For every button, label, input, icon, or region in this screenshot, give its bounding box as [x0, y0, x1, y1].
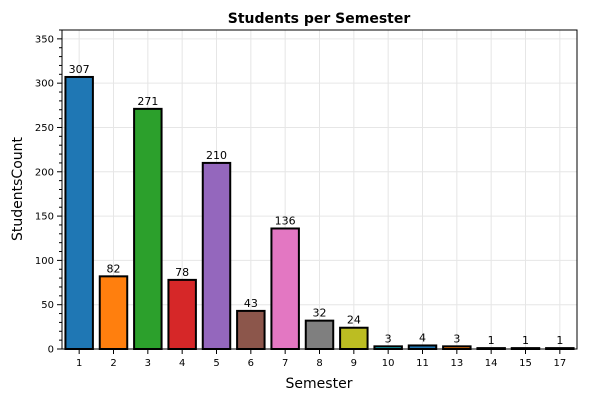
y-tick-label: 50	[41, 300, 54, 311]
x-tick-label-7: 7	[282, 358, 288, 369]
x-tick-label-10: 10	[382, 358, 395, 369]
data-label-15: 1	[522, 334, 529, 347]
data-label-10: 3	[385, 332, 392, 345]
y-tick-label: 0	[48, 345, 54, 356]
data-label-6: 43	[244, 297, 258, 310]
bar-2	[98, 275, 129, 351]
y-tick-label: 200	[35, 167, 54, 178]
x-tick-label-6: 6	[248, 358, 254, 369]
x-axis-label: Semester	[286, 376, 353, 392]
y-tick-label: 100	[35, 256, 54, 267]
x-tick-label-5: 5	[213, 358, 219, 369]
x-tick-label-9: 9	[351, 358, 357, 369]
x-tick-label-8: 8	[316, 358, 322, 369]
x-tick-label-17: 17	[553, 358, 566, 369]
x-tick-label-13: 13	[450, 358, 463, 369]
x-tick-label-3: 3	[145, 358, 151, 369]
grid	[62, 30, 577, 350]
y-tick-label: 300	[35, 79, 54, 90]
data-label-3: 271	[137, 95, 158, 108]
data-label-7: 136	[275, 214, 296, 227]
x-tick-label-1: 1	[76, 358, 82, 369]
bar-6	[236, 309, 266, 350]
x-tick-label-15: 15	[519, 358, 532, 369]
data-label-11: 4	[419, 331, 426, 344]
data-label-14: 1	[488, 334, 495, 347]
bar-7	[270, 227, 300, 350]
y-axis-label: StudentsCount	[10, 137, 26, 241]
y-tick-label: 250	[35, 123, 54, 134]
bar-9	[339, 326, 369, 351]
data-label-4: 78	[175, 266, 189, 279]
data-label-13: 3	[453, 332, 460, 345]
y-tick-label: 150	[35, 212, 54, 223]
data-label-5: 210	[206, 149, 227, 162]
bar-8	[304, 319, 335, 350]
bar-5	[201, 161, 232, 350]
chart-title: Students per Semester	[228, 11, 411, 27]
x-tick-label-4: 4	[179, 358, 185, 369]
bars	[64, 75, 575, 351]
y-tick-label: 350	[35, 34, 54, 45]
x-tick-label-2: 2	[110, 358, 116, 369]
data-label-2: 82	[107, 262, 121, 275]
bar-4	[167, 278, 197, 350]
x-tick-label-14: 14	[485, 358, 498, 369]
data-label-1: 307	[69, 63, 90, 76]
bar-3	[133, 107, 163, 350]
x-tick-label-11: 11	[416, 358, 429, 369]
bar-11	[407, 344, 438, 351]
bar-1	[64, 75, 94, 350]
data-label-17: 1	[556, 334, 563, 347]
data-label-9: 24	[347, 314, 361, 327]
data-label-8: 32	[313, 307, 327, 320]
